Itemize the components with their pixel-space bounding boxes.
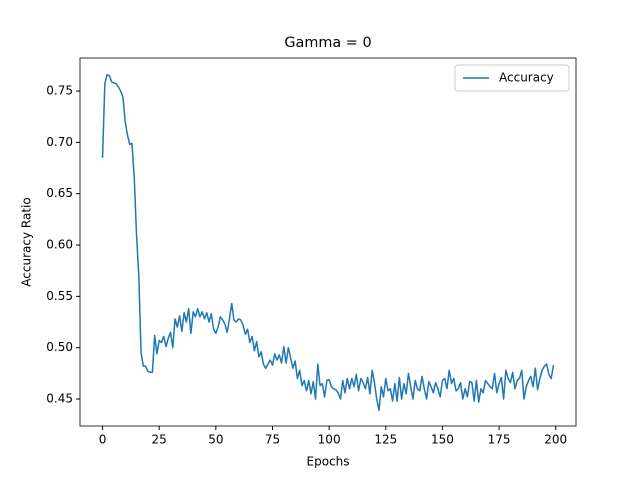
x-tick-label: 200 — [544, 433, 567, 447]
x-tick-label: 25 — [152, 433, 167, 447]
x-tick-label: 0 — [99, 433, 107, 447]
x-tick-label: 50 — [208, 433, 223, 447]
y-tick-label: 0.75 — [46, 84, 73, 98]
legend-label: Accuracy — [499, 71, 554, 85]
y-tick-label: 0.45 — [46, 392, 73, 406]
y-tick-label: 0.60 — [46, 238, 73, 252]
x-tick-label: 75 — [265, 433, 280, 447]
x-tick-label: 175 — [488, 433, 511, 447]
y-tick-label: 0.65 — [46, 186, 73, 200]
axes-frame — [79, 57, 577, 427]
x-tick-label: 125 — [374, 433, 397, 447]
y-tick-label: 0.50 — [46, 340, 73, 354]
legend-box — [454, 64, 570, 92]
x-tick-label: 150 — [431, 433, 454, 447]
chart-title: Gamma = 0 — [284, 35, 371, 51]
y-tick-label: 0.55 — [46, 289, 73, 303]
x-tick-label: 100 — [318, 433, 341, 447]
line — [101, 73, 555, 412]
y-axis-label: Accuracy Ratio — [20, 197, 34, 286]
x-axis-label: Epochs — [307, 455, 350, 469]
y-tick-label: 0.70 — [46, 135, 73, 149]
